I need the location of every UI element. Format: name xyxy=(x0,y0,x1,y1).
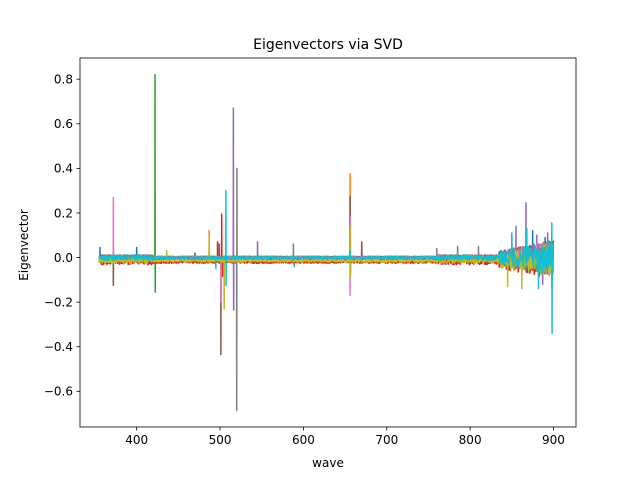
y-tick-label: −0.4 xyxy=(44,340,73,354)
series-line-10 xyxy=(98,189,555,335)
y-tick-label: −0.2 xyxy=(44,295,73,309)
x-tick-label: 600 xyxy=(292,433,315,447)
x-tick-label: 500 xyxy=(209,433,232,447)
chart-title: Eigenvectors via SVD xyxy=(253,37,403,53)
x-tick-label: 700 xyxy=(375,433,398,447)
y-tick-label: 0.4 xyxy=(54,162,73,176)
x-axis-label: wave xyxy=(312,456,344,470)
y-tick-label: 0.0 xyxy=(54,251,73,265)
y-tick-label: 0.6 xyxy=(54,117,73,131)
plot-area xyxy=(98,73,555,412)
axes: 400 500 600 700 800 900 −0.6 −0.4 −0.2 0.0 0.2 0.4 0… xyxy=(44,57,577,447)
y-axis-label: Eigenvector xyxy=(17,209,31,281)
y-tick-label: 0.8 xyxy=(54,72,73,86)
x-tick-label: 900 xyxy=(542,433,565,447)
y-tick-label: 0.2 xyxy=(54,206,73,220)
series-line-9 xyxy=(98,225,555,310)
plot-frame xyxy=(79,57,577,428)
y-tick-label: −0.6 xyxy=(44,385,73,399)
x-tick-label: 400 xyxy=(125,433,148,447)
x-tick-label: 800 xyxy=(459,433,482,447)
